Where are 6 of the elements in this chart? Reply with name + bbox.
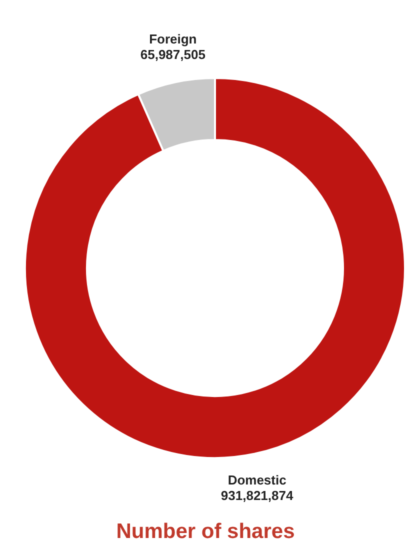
text: Number of shares [116, 520, 295, 543]
data-label: 65,987,505 [140, 46, 206, 62]
slice-label: Foreign [149, 31, 197, 46]
donut-slice [24, 77, 406, 459]
slice-label: Domestic [228, 472, 286, 488]
data-label: 931,821,874 [220, 488, 294, 504]
